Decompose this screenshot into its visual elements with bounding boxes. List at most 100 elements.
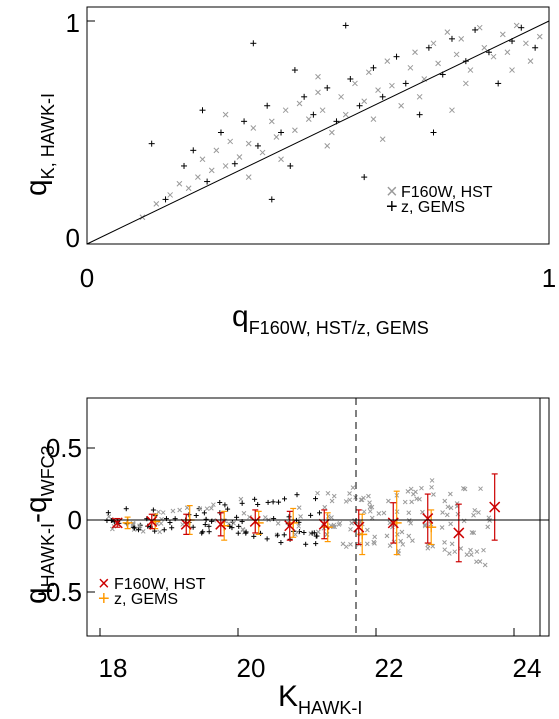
bottom-y-axis-label-main: q [20,587,53,604]
bottom-gems-point-104 [135,527,141,533]
f160w-bin-1 [146,513,158,530]
bottom-gems-point-23 [229,525,235,531]
f160w-point-44 [490,53,497,60]
bottom-f160w-point-10 [315,529,321,535]
bottom-f160w-point-231 [395,532,400,537]
gems-point-14 [324,84,331,91]
f160w-point-38 [444,29,451,36]
f160w-point-4 [185,185,192,192]
bottom-f160w-point-145 [398,538,404,544]
bottom-gems-point-126 [105,510,111,516]
f160w-point-55 [416,93,423,100]
bottom-f160w-point-217 [442,540,447,545]
bottom-gems-point-67 [190,524,196,530]
top-scatter-panel: 1 0 0 1 qF160W, HST/z, GEMS qK, HAWK-I ×… [20,6,556,338]
bottom-gems-point-220 [313,533,319,539]
bottom-f160w-point-76 [343,499,349,504]
f160w-point-23 [329,129,335,136]
f160w-point-29 [375,87,381,93]
bottom-y-tick-label-m05: -0.5 [37,577,82,607]
bottom-f160w-point-99 [471,512,476,518]
bottom-f160w-point-164 [442,498,448,504]
gems-point-25 [448,35,455,42]
gems-point-27 [472,26,479,33]
bottom-f160w-point-255 [137,523,142,529]
f160w-point-59 [315,73,321,80]
bottom-gems-point-236 [282,496,288,502]
bottom-x-tick-label-18: 18 [99,653,128,683]
f160w-point-36 [430,40,437,47]
gems-point-19 [379,93,386,100]
f160w-point-27 [361,98,368,105]
bottom-gems-point-19 [206,523,212,529]
bottom-gems-point-106 [225,506,231,512]
f160w-point-19 [296,100,303,107]
bottom-f160w-point-207 [295,529,300,535]
bottom-f160w-point-245 [472,507,478,513]
bottom-gems-point-235 [193,513,199,519]
bottom-gems-point-15 [278,540,284,546]
bottom-gems-point-79 [234,514,240,520]
bottom-f160w-point-136 [471,530,477,536]
top-legend: × F160W, HST + z, GEMS [386,181,493,218]
f160w-bin-marker-5 [284,520,296,532]
f160w-point-30 [384,58,391,64]
f160w-point-46 [504,49,511,56]
bottom-y-tick-label-05: 0.5 [46,433,82,463]
f160w-point-11 [236,154,243,160]
bottom-f160w-point-165 [482,562,488,568]
bottom-y-axis-label-dash: -q [20,496,53,523]
bottom-gems-point-64 [301,530,307,536]
bottom-f160w-point-191 [324,531,330,537]
bottom-f160w-point-107 [448,505,454,511]
bottom-f160w-point-230 [444,512,450,518]
bottom-f160w-point-103 [468,552,474,557]
gems-point-7 [241,118,248,125]
f160w-point-56 [462,80,469,87]
gems-point-4 [204,178,211,185]
bottom-f160w-point-250 [417,496,422,502]
f160w-point-25 [342,111,349,118]
gems-point-0 [148,140,155,147]
f160w-point-8 [213,147,220,154]
bottom-gems-point-204 [217,499,223,505]
bottom-f160w-point-1 [275,521,281,526]
bottom-f160w-point-139 [329,498,335,504]
f160w-point-20 [305,116,312,122]
bottom-f160w-point-214 [364,541,370,547]
f160w-point-10 [227,138,234,145]
bottom-f160w-point-95 [429,478,435,483]
bottom-f160w-point-117 [408,520,414,526]
bottom-f160w-point-242 [184,505,190,511]
bottom-gems-point-7 [276,499,282,505]
bottom-gems-point-249 [239,500,245,506]
bottom-f160w-point-254 [448,521,453,527]
bottom-f160w-point-180 [358,497,364,503]
one-to-one-line [86,20,550,245]
top-y-axis-label: qK, HAWK-I [20,93,58,196]
bottom-gems-point-72 [252,496,258,502]
bottom-f160w-point-124 [348,542,353,547]
bottom-f160w-point-48 [478,486,483,492]
f160w-bin-marker-7 [353,521,365,533]
top-y-axis-label-main: q [20,179,53,196]
bottom-legend-label-gems: z, GEMS [114,591,178,608]
f160w-point-48 [523,40,529,47]
bottom-f160w-point-237 [106,514,112,519]
bottom-f160w-point-181 [160,510,166,515]
bottom-f160w-point-94 [442,547,448,553]
f160w-point-51 [245,174,252,180]
f160w-bin-8 [387,502,399,544]
f160w-bin-11 [489,473,501,541]
gems-point-17 [356,102,363,109]
bottom-f160w-point-118 [400,542,406,547]
bottom-f160w-point-193 [402,499,408,505]
f160w-point-15 [268,118,275,125]
f160w-bin-marker-9 [422,513,434,525]
bottom-f160w-point-212 [486,515,492,521]
f160w-point-21 [315,89,321,96]
top-x-tick-label-0: 0 [80,263,94,293]
bottom-gems-point-226 [294,492,300,498]
f160w-point-41 [467,67,474,73]
bottom-f160w-point-253 [329,515,334,520]
